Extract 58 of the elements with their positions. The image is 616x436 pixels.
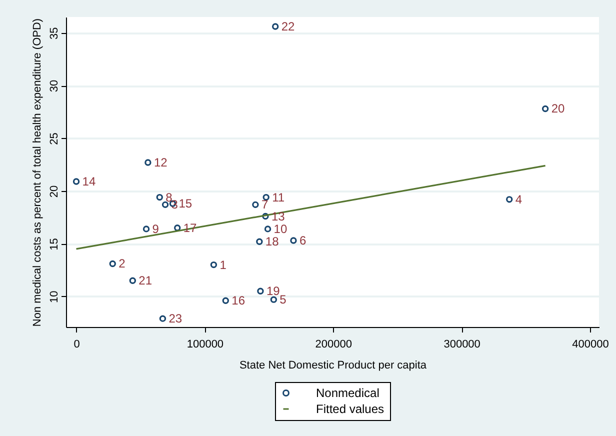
point [144, 159, 152, 166]
point [270, 296, 278, 303]
annotation: 22 [281, 19, 296, 34]
y-tick-label: 30 [48, 80, 60, 92]
annotation: 15 [178, 196, 192, 211]
annotation: 21 [138, 274, 152, 288]
point [174, 224, 181, 232]
annotation: 1 [220, 258, 227, 272]
point [162, 201, 169, 208]
y-tick-label: 15 [48, 238, 60, 250]
y-tick-label: 25 [48, 132, 60, 145]
y-axis-title: Non medical costs as percent of total health expenditure (OPD) [32, 18, 44, 327]
annotation: 6 [299, 234, 306, 248]
y-tick-label: 20 [48, 185, 60, 198]
annotation: 5 [280, 292, 287, 307]
legend-label: Nonmedical [316, 386, 380, 400]
point [290, 237, 297, 244]
point [156, 194, 163, 201]
x-tick-label: 0 [74, 338, 80, 350]
annotation: 12 [154, 156, 168, 170]
annotation: 11 [272, 190, 285, 204]
point [109, 260, 116, 268]
point [264, 226, 272, 232]
x-tick-label: 200000 [315, 338, 352, 350]
point [262, 212, 269, 220]
annotation: 2 [118, 256, 126, 271]
legend-label: Fitted values [316, 402, 384, 416]
point [262, 194, 270, 201]
annotation: 4 [515, 192, 522, 206]
annotation: 13 [271, 209, 286, 224]
annotation: 18 [265, 234, 280, 249]
y-tick-label: 35 [48, 27, 60, 40]
point [159, 315, 166, 322]
point [272, 23, 279, 30]
annotation: 23 [168, 312, 182, 326]
annotation: 8 [166, 190, 173, 204]
x-axis-title: State Net Domestic Product per capita [239, 360, 428, 372]
point [72, 178, 80, 185]
annotation: 16 [232, 294, 246, 308]
point [257, 288, 264, 294]
point [210, 261, 218, 268]
annotation: 19 [266, 284, 280, 298]
y-tick-label: 10 [48, 290, 60, 304]
x-tick-label: 400000 [572, 338, 609, 350]
x-tick-label: 300000 [444, 338, 480, 350]
annotation: 20 [551, 102, 565, 116]
annotation: 14 [82, 174, 96, 188]
point [252, 201, 259, 208]
point [129, 277, 136, 284]
annotation: 10 [274, 222, 288, 236]
x-tick-label: 100000 [186, 338, 224, 350]
point [542, 105, 549, 112]
point [506, 196, 513, 203]
point [142, 226, 150, 232]
point [222, 297, 229, 304]
annotation: 9 [152, 222, 160, 236]
annotation: 7 [261, 198, 268, 212]
point [256, 238, 263, 245]
